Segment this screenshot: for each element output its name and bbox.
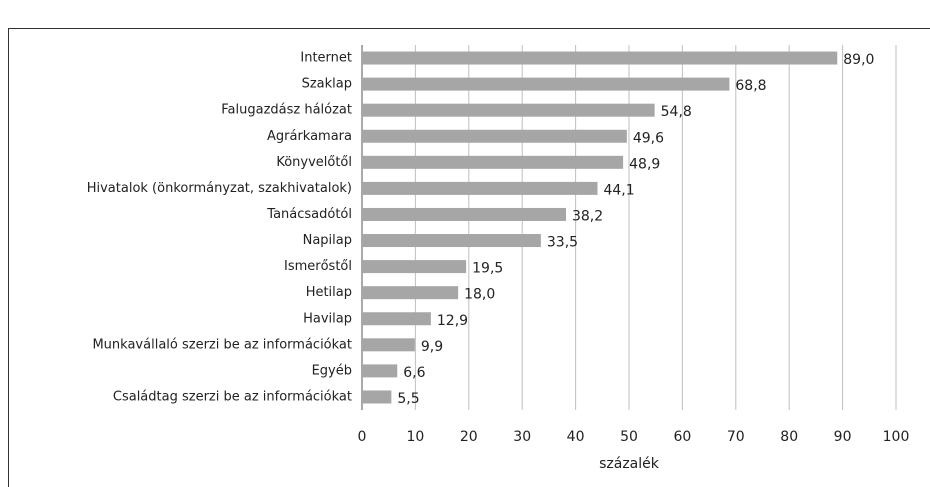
y-tick-label: Agrárkamara <box>267 129 352 144</box>
y-tick-label: Falugazdász hálózat <box>221 103 352 118</box>
value-label: 38,2 <box>572 208 603 224</box>
value-label: 89,0 <box>843 52 874 68</box>
value-label: 68,8 <box>735 78 766 94</box>
x-tick-label: 10 <box>406 429 424 445</box>
bar <box>362 129 627 143</box>
frame <box>8 28 930 487</box>
bar <box>362 338 415 352</box>
value-label: 18,0 <box>464 287 495 303</box>
y-tick-label: Tanácsadótól <box>266 207 352 222</box>
x-tick-label: 30 <box>513 429 531 445</box>
x-tick-label: 90 <box>834 429 852 445</box>
value-label: 19,5 <box>472 261 503 277</box>
x-tick-label: 60 <box>673 429 691 445</box>
value-label: 49,6 <box>633 130 664 146</box>
y-tick-label: Internet <box>300 51 352 66</box>
value-label: 44,1 <box>603 182 634 198</box>
y-tick-label: Egyéb <box>312 363 352 378</box>
bar <box>362 390 392 404</box>
y-tick-label: Könyvelőtől <box>276 155 352 170</box>
x-tick-label: 20 <box>460 429 478 445</box>
bar <box>362 207 566 221</box>
bar <box>362 181 598 195</box>
bar <box>362 260 467 274</box>
value-label: 33,5 <box>547 235 578 251</box>
y-tick-label: Havilap <box>303 311 352 326</box>
bar <box>362 364 398 378</box>
y-tick-label: Ismerőstől <box>284 259 352 274</box>
bar <box>362 286 459 300</box>
x-tick-label: 40 <box>567 429 585 445</box>
x-tick-label: 70 <box>727 429 745 445</box>
x-tick-label: 100 <box>883 429 910 445</box>
y-tick-label: Családtag szerzi be az információkat <box>113 389 352 404</box>
bar <box>362 155 624 169</box>
bar <box>362 51 838 65</box>
x-tick-label: 0 <box>358 429 367 445</box>
bar <box>362 77 730 91</box>
bar <box>362 312 431 326</box>
value-label: 48,9 <box>629 156 660 172</box>
value-label: 54,8 <box>661 104 692 120</box>
x-tick-label: 50 <box>620 429 638 445</box>
value-label: 9,9 <box>421 339 443 355</box>
y-tick-label: Hetilap <box>306 285 352 300</box>
value-label: 6,6 <box>403 365 425 381</box>
y-tick-label: Szaklap <box>302 77 352 92</box>
bar <box>362 103 655 117</box>
x-axis-label: százalék <box>599 456 660 472</box>
y-tick-label: Munkavállaló szerzi be az információkat <box>92 337 352 352</box>
bar <box>362 234 541 248</box>
value-label: 12,9 <box>437 313 468 329</box>
x-tick-label: 80 <box>780 429 798 445</box>
y-tick-label: Napilap <box>303 233 352 248</box>
y-tick-label: Hivatalok (önkormányzat, szakhivatalok) <box>87 181 352 196</box>
value-label: 5,5 <box>397 391 419 407</box>
